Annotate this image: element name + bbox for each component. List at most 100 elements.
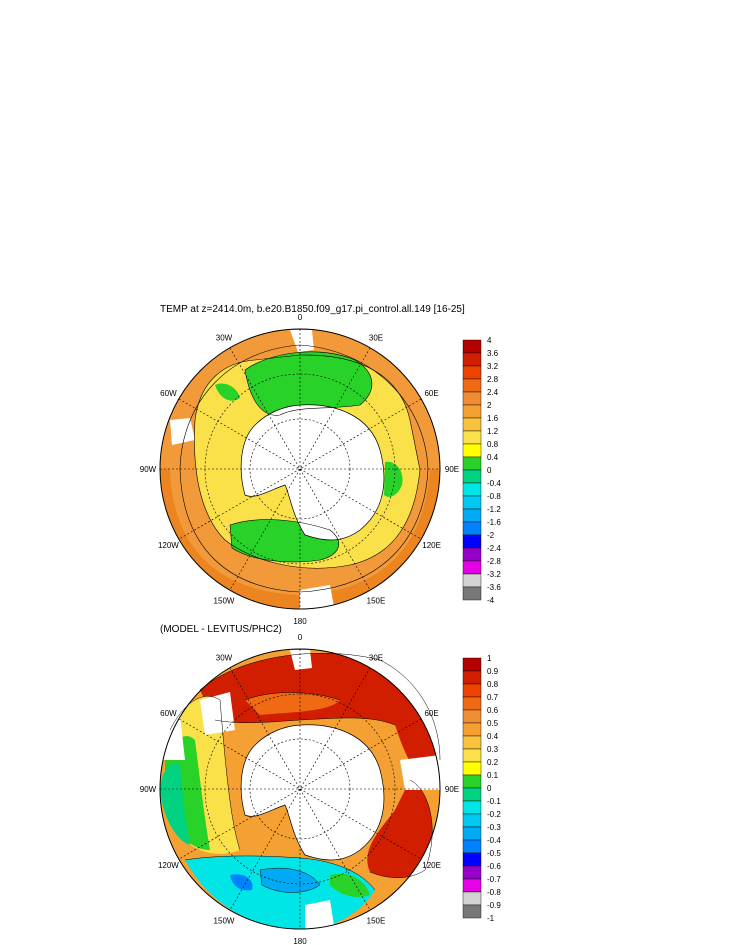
colorbar-swatch xyxy=(462,430,482,445)
colorbar-swatch xyxy=(462,404,482,419)
colorbar-label: 0.5 xyxy=(487,719,499,728)
colorbar-swatch xyxy=(462,748,482,763)
colorbar-label: -3.6 xyxy=(487,583,501,592)
colorbar-label: -1.2 xyxy=(487,505,501,514)
colorbar-label: 0.4 xyxy=(487,453,499,462)
colorbar-swatch xyxy=(462,508,482,523)
colorbar-swatch xyxy=(462,560,482,575)
map1-field xyxy=(159,328,441,610)
colorbar-swatch xyxy=(462,709,482,724)
longitude-label-120e: 120E xyxy=(422,861,441,870)
colorbar-swatch xyxy=(462,339,482,354)
colorbar-label: -0.8 xyxy=(487,492,501,501)
colorbar-swatch xyxy=(462,365,482,380)
map2-antarctica xyxy=(240,724,385,861)
colorbar-swatch xyxy=(462,865,482,880)
longitude-label-120w: 120W xyxy=(158,861,179,870)
longitude-label-60w: 60W xyxy=(160,389,177,398)
colorbar-swatch xyxy=(462,813,482,828)
longitude-label-120e: 120E xyxy=(422,541,441,550)
colorbar-label: 0 xyxy=(487,784,492,793)
colorbar-label: 0.9 xyxy=(487,667,499,676)
colorbar-swatch xyxy=(462,521,482,536)
map2-title: (MODEL - LEVITUS/PHC2) xyxy=(160,624,282,635)
longitude-label-60e: 60E xyxy=(424,709,438,718)
longitude-label-0: 0 xyxy=(298,633,303,642)
colorbar-label: 1 xyxy=(487,654,492,663)
colorbar-swatch xyxy=(462,826,482,841)
longitude-label-150w: 150W xyxy=(214,917,235,926)
colorbar-label: -2.8 xyxy=(487,557,501,566)
colorbar-label: -0.9 xyxy=(487,901,501,910)
longitude-label-90e: 90E xyxy=(445,785,459,794)
colorbar-label: -2 xyxy=(487,531,495,540)
colorbar-label: 2.8 xyxy=(487,375,499,384)
colorbar-swatch xyxy=(462,839,482,854)
colorbar-swatch xyxy=(462,852,482,867)
longitude-label-120w: 120W xyxy=(158,541,179,550)
colorbar-label: 4 xyxy=(487,336,492,345)
colorbar-swatch xyxy=(462,670,482,685)
colorbar-label: 0.6 xyxy=(487,706,499,715)
colorbar-label: -1 xyxy=(487,914,495,923)
longitude-label-0: 0 xyxy=(298,313,303,322)
colorbar-label: -0.3 xyxy=(487,823,501,832)
colorbar-swatch xyxy=(462,547,482,562)
colorbar-swatch xyxy=(462,735,482,750)
colorbar-label: -1.6 xyxy=(487,518,501,527)
colorbar-swatch xyxy=(462,800,482,815)
longitude-label-90w: 90W xyxy=(140,785,157,794)
colorbar-swatch xyxy=(462,761,482,776)
longitude-label-150w: 150W xyxy=(214,597,235,606)
colorbar-label: -0.6 xyxy=(487,862,501,871)
map1-title: TEMP at z=2414.0m, b.e20.B1850.f09_g17.p… xyxy=(160,304,465,315)
colorbar-label: 1.6 xyxy=(487,414,499,423)
colorbar-label: 0.8 xyxy=(487,440,499,449)
longitude-label-90w: 90W xyxy=(140,465,157,474)
colorbar-label: 0.8 xyxy=(487,680,499,689)
colorbar-swatch xyxy=(462,378,482,393)
colorbar-label: -0.1 xyxy=(487,797,501,806)
longitude-label-150e: 150E xyxy=(367,597,386,606)
longitude-label-30e: 30E xyxy=(369,333,383,342)
colorbar-swatch xyxy=(462,586,482,601)
colorbar-swatch xyxy=(462,417,482,432)
colorbar-swatch xyxy=(462,696,482,711)
longitude-label-60w: 60W xyxy=(160,709,177,718)
colorbar-swatch xyxy=(462,891,482,906)
colorbar-swatch xyxy=(462,904,482,919)
colorbar-label: 0.7 xyxy=(487,693,499,702)
colorbar-swatch xyxy=(462,722,482,737)
colorbar-label: -0.7 xyxy=(487,875,501,884)
map1-antarctica xyxy=(240,404,385,541)
colorbar-label: 2.4 xyxy=(487,388,499,397)
colorbar-label: -0.5 xyxy=(487,849,501,858)
colorbar-swatch xyxy=(462,878,482,893)
colorbar-swatch xyxy=(462,482,482,497)
longitude-label-30w: 30W xyxy=(216,653,233,662)
colorbar-swatch xyxy=(462,573,482,588)
colorbar-swatch xyxy=(462,657,482,672)
colorbar-swatch xyxy=(462,683,482,698)
colorbar-label: 0.4 xyxy=(487,732,499,741)
colorbar-label: 0.1 xyxy=(487,771,499,780)
colorbar-label: -0.4 xyxy=(487,836,501,845)
longitude-label-180: 180 xyxy=(293,937,307,945)
colorbar-label: -4 xyxy=(487,596,495,605)
map2-colorbar: 1 0.9 0.8 0.7 0.6 0.5 0.4 0.3 0.2 0.1 0 -0.1 -0.2 -0.… xyxy=(462,654,501,923)
colorbar-label: -3.2 xyxy=(487,570,501,579)
colorbar-swatch xyxy=(462,469,482,484)
colorbar-label: 0.3 xyxy=(487,745,499,754)
colorbar-label: 3.6 xyxy=(487,349,499,358)
longitude-label-150e: 150E xyxy=(367,917,386,926)
colorbar-swatch xyxy=(462,774,482,789)
map1-colorbar: 4 3.6 3.2 2.8 2.4 2 1.6 1.2 0.8 0.4 0 -0.4 -0.8 -1.2 -… xyxy=(462,336,501,605)
longitude-label-60e: 60E xyxy=(424,389,438,398)
colorbar-swatch xyxy=(462,534,482,549)
colorbar-label: -2.4 xyxy=(487,544,501,553)
map2-field xyxy=(159,648,441,930)
colorbar-swatch xyxy=(462,787,482,802)
colorbar-label: 0 xyxy=(487,466,492,475)
colorbar-swatch xyxy=(462,352,482,367)
